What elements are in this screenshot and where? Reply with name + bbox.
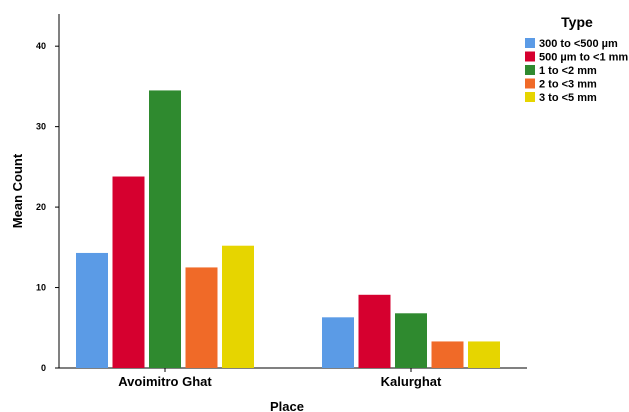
bar-kalurghat-series-4 xyxy=(431,341,464,368)
legend-label: 3 to <5 mm xyxy=(539,92,597,104)
bars xyxy=(76,90,500,368)
legend-label: 300 to <500 µm xyxy=(539,38,618,50)
legend-swatch xyxy=(525,65,535,75)
bar-avoimitro-ghat-series-3 xyxy=(149,90,181,368)
bar-kalurghat-series-3 xyxy=(395,313,427,368)
legend-title: Type xyxy=(561,14,593,30)
y-tick-label: 0 xyxy=(41,363,46,373)
x-tick-label: Kalurghat xyxy=(381,374,442,389)
bar-avoimitro-ghat-series-1 xyxy=(76,252,108,368)
legend-swatch xyxy=(525,51,535,62)
x-axis-title: Place xyxy=(270,399,304,412)
legend-label: 2 to <3 mm xyxy=(539,79,597,91)
legend-swatch xyxy=(525,38,535,48)
x-tick-label: Avoimitro Ghat xyxy=(118,374,212,389)
y-tick-label: 10 xyxy=(36,283,46,293)
legend-label: 500 µm to <1 mm xyxy=(539,52,628,64)
legend: Type 300 to <500 µm 500 µm to <1 mm1 to <… xyxy=(525,14,628,104)
y-axis-title: Mean Count xyxy=(10,153,25,228)
y-tick-label: 20 xyxy=(36,202,46,212)
legend-label: 1 to <2 mm xyxy=(539,65,597,77)
y-tick-label: 40 xyxy=(36,41,46,51)
bar-kalurghat-series-5 xyxy=(468,341,500,368)
bar-avoimitro-ghat-series-2 xyxy=(112,176,145,368)
y-tick-label: 30 xyxy=(36,122,46,132)
legend-swatch xyxy=(525,92,535,102)
y-ticks: 0 10 20 30 40 xyxy=(36,41,59,373)
bar-avoimitro-ghat-series-4 xyxy=(185,267,218,368)
x-ticks: Avoimitro Ghat Kalurghat xyxy=(118,368,442,389)
legend-swatch xyxy=(525,78,535,89)
bar-avoimitro-ghat-series-5 xyxy=(222,245,254,368)
bar-kalurghat-series-2 xyxy=(358,294,391,368)
bar-kalurghat-series-1 xyxy=(322,317,354,368)
